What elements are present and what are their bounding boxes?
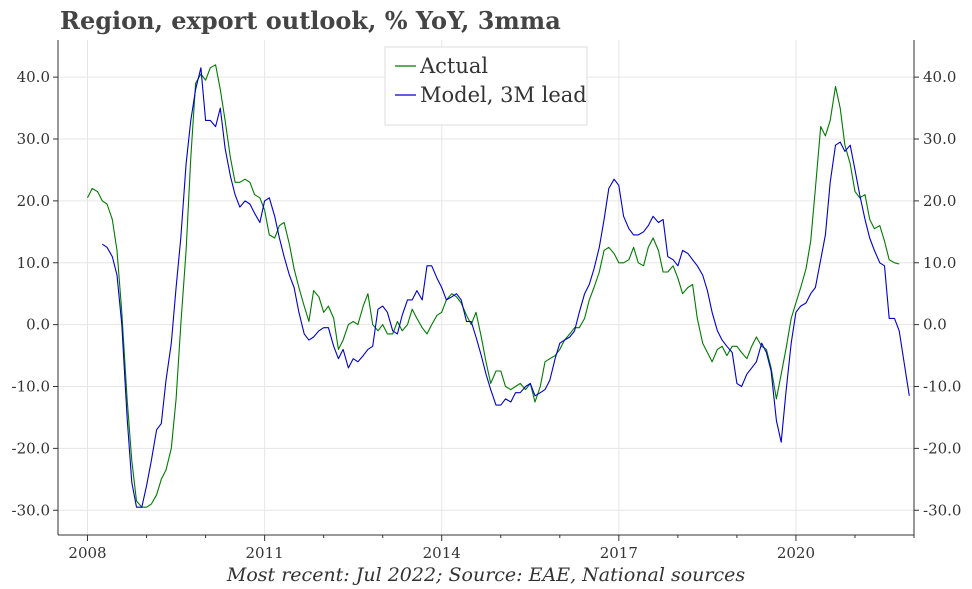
y-tick-label-left: 10.0: [17, 254, 50, 272]
x-tick-label: 2014: [423, 544, 461, 562]
y-tick-label-left: 30.0: [17, 130, 50, 148]
series-lines: [87, 64, 910, 508]
y-tick-label-left: 0.0: [26, 316, 50, 334]
legend-box: [384, 46, 588, 126]
axes: -30.0 -30.0 -20.0 -20.0 -10.0 -10.0 0.0 0.0 10.0…: [12, 40, 961, 562]
series-line-0: [87, 64, 900, 508]
x-tick-label: 2020: [777, 544, 815, 562]
x-tick-label: 2011: [246, 544, 284, 562]
y-tick-label-right: 30.0: [923, 130, 956, 148]
y-tick-label-right: -10.0: [923, 378, 961, 396]
y-tick-label-right: 20.0: [923, 192, 956, 210]
legend-label: Model, 3M lead: [420, 83, 587, 107]
y-tick-label-right: 0.0: [923, 316, 947, 334]
x-tick-label: 2017: [600, 544, 638, 562]
y-tick-label-left: 20.0: [17, 192, 50, 210]
y-tick-label-left: -10.0: [12, 378, 50, 396]
chart-title: Region, export outlook, % YoY, 3mma: [60, 6, 561, 35]
legend: Actual Model, 3M lead: [384, 46, 588, 126]
y-tick-label-right: -20.0: [923, 439, 961, 457]
y-tick-label-right: 40.0: [923, 68, 956, 86]
y-tick-label-right: 10.0: [923, 254, 956, 272]
series-line-1: [101, 67, 910, 508]
y-tick-label-left: 40.0: [17, 68, 50, 86]
source-note: Most recent: Jul 2022; Source: EAE, Nati…: [226, 564, 746, 586]
y-tick-label-left: -30.0: [12, 501, 50, 519]
y-tick-label-right: -30.0: [923, 501, 961, 519]
x-tick-label: 2008: [68, 544, 106, 562]
y-tick-label-left: -20.0: [12, 439, 50, 457]
legend-label: Actual: [419, 54, 488, 78]
